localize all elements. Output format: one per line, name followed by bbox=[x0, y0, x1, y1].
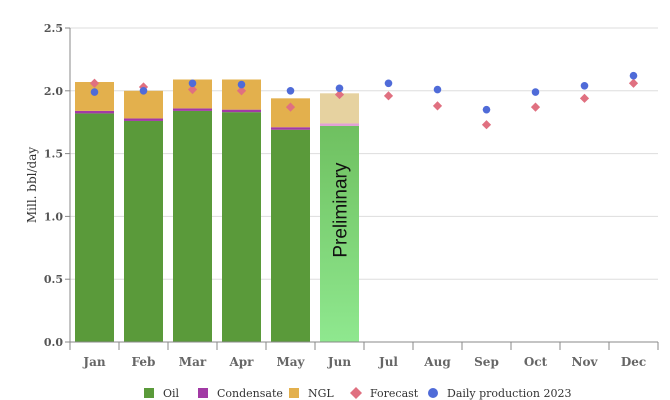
daily-production-point-jul bbox=[384, 79, 393, 88]
forecast-point-mar bbox=[187, 84, 198, 95]
legend-ngl-swatch bbox=[289, 388, 299, 398]
point-series bbox=[89, 71, 639, 130]
x-axis-ticks: Jan Feb Mar Apr May Jun Jul Aug Sep Oct Nov Dec bbox=[69, 342, 659, 369]
bar-condensate-apr bbox=[222, 109, 261, 113]
forecast-point-oct bbox=[530, 102, 541, 112]
legend: Oil Condensate NGL Forecast Daily production… bbox=[144, 387, 571, 400]
bar-oil-may bbox=[271, 129, 310, 342]
daily-production-point-feb bbox=[139, 87, 148, 95]
legend-forecast-label: Forecast bbox=[370, 387, 419, 400]
legend-ngl-label: NGL bbox=[308, 387, 334, 400]
x-tick-label: Nov bbox=[572, 355, 599, 369]
bar-condensate-mar bbox=[173, 108, 212, 111]
daily-production-point-oct bbox=[531, 88, 540, 96]
bar-oil-mar bbox=[173, 110, 212, 343]
stacked-bars bbox=[75, 79, 359, 343]
bar-condensate-jan bbox=[75, 110, 114, 114]
bar-oil-feb bbox=[124, 120, 163, 342]
y-tick-label: 2.0 bbox=[44, 85, 63, 98]
daily-production-point-jun bbox=[335, 84, 344, 93]
y-tick-label: 0.5 bbox=[44, 273, 63, 286]
daily-production-point-nov bbox=[580, 81, 589, 90]
forecast-point-aug bbox=[432, 101, 443, 111]
daily-production-point-mar bbox=[188, 79, 197, 88]
y-tick-label: 0.0 bbox=[44, 336, 63, 349]
y-tick-label: 1.0 bbox=[44, 210, 63, 223]
legend-oil-label: Oil bbox=[163, 387, 180, 400]
x-tick-label: Sep bbox=[474, 355, 499, 369]
forecast-point-dec bbox=[628, 78, 639, 88]
x-tick-label: Apr bbox=[228, 355, 254, 369]
daily-production-point-apr bbox=[237, 80, 246, 89]
bar-oil-apr bbox=[222, 112, 261, 342]
x-tick-label: Dec bbox=[621, 355, 646, 369]
daily-production-point-dec bbox=[629, 71, 638, 80]
bar-condensate-may bbox=[271, 127, 310, 130]
bar-oil-jan bbox=[75, 113, 114, 343]
legend-condensate-label: Condensate bbox=[217, 387, 283, 400]
x-tick-label: Oct bbox=[524, 355, 548, 369]
daily-production-point-sep bbox=[482, 105, 491, 114]
x-tick-label: Jul bbox=[378, 355, 398, 369]
bar-ngl-feb bbox=[124, 90, 163, 119]
forecast-point-nov bbox=[579, 93, 590, 103]
y-axis-label: Mill. bbl/day bbox=[25, 147, 39, 224]
legend-daily-production-2023-swatch bbox=[428, 388, 438, 398]
y-tick-label: 2.5 bbox=[44, 22, 63, 35]
x-tick-label: Aug bbox=[423, 355, 451, 369]
forecast-point-may bbox=[285, 102, 296, 112]
daily-production-point-aug bbox=[433, 85, 442, 94]
bar-condensate-jun bbox=[320, 123, 359, 126]
x-tick-label: Mar bbox=[179, 355, 207, 369]
x-tick-label: Jun bbox=[327, 355, 351, 369]
legend-condensate-swatch bbox=[198, 388, 208, 398]
gridlines bbox=[70, 27, 658, 280]
daily-production-point-jan bbox=[90, 88, 99, 96]
forecast-point-jul bbox=[383, 91, 394, 101]
forecast-point-jan bbox=[89, 78, 100, 88]
legend-forecast-swatch bbox=[350, 387, 362, 399]
legend-oil-swatch bbox=[144, 388, 154, 398]
forecast-point-apr bbox=[236, 86, 247, 96]
forecast-point-jun bbox=[334, 89, 345, 100]
forecast-point-sep bbox=[481, 120, 492, 130]
y-tick-label: 1.5 bbox=[44, 148, 63, 161]
daily-production-point-may bbox=[286, 87, 295, 95]
bar-oil-jun bbox=[320, 125, 359, 342]
x-tick-label: Feb bbox=[132, 355, 156, 369]
annotations: Preliminary bbox=[331, 162, 352, 258]
legend-daily-production-2023-label: Daily production 2023 bbox=[447, 387, 571, 400]
bar-condensate-feb bbox=[124, 118, 163, 121]
x-tick-label: May bbox=[276, 355, 305, 369]
y-axis-ticks: 0.0 0.5 1.0 1.5 2.0 2.5 bbox=[44, 22, 71, 349]
preliminary-annotation: Preliminary bbox=[331, 162, 352, 258]
x-tick-label: Jan bbox=[82, 355, 105, 369]
